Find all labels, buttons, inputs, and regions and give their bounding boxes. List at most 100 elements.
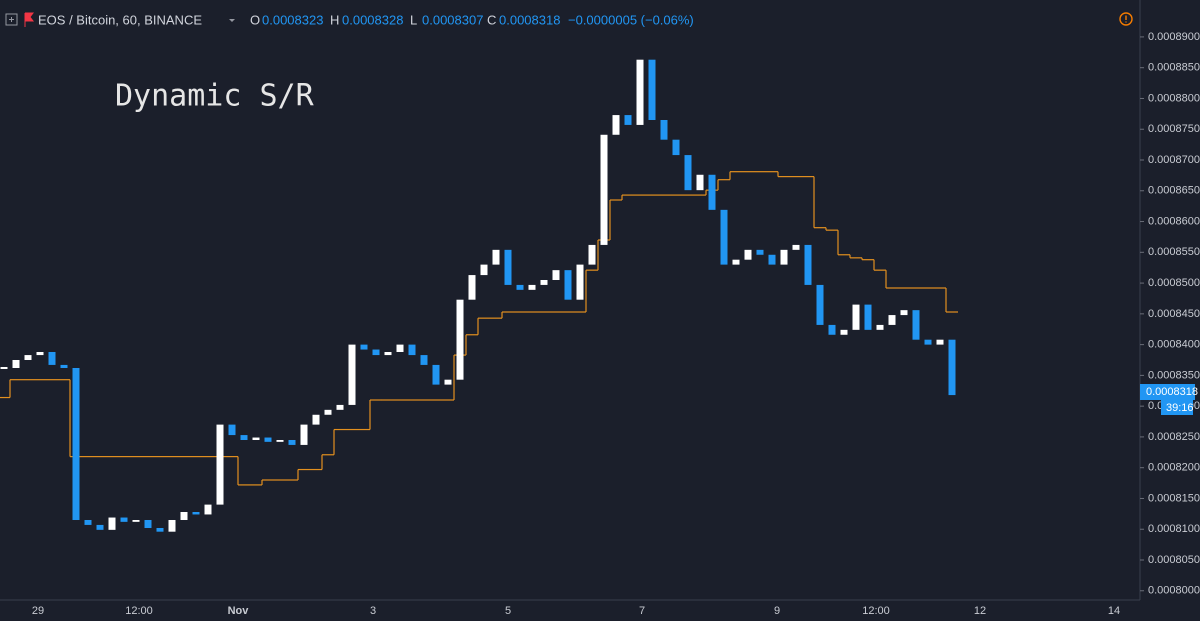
candle	[300, 424, 308, 445]
candle	[912, 310, 920, 340]
ohlc-key: L	[410, 12, 417, 27]
last-price: 0.0008318	[1146, 386, 1198, 398]
candle	[180, 512, 188, 520]
candle	[396, 344, 404, 352]
candle	[756, 249, 764, 255]
candle	[780, 249, 788, 265]
y-tick-label: 0.0008050	[1148, 554, 1200, 566]
candle	[612, 115, 620, 135]
candle	[564, 270, 572, 300]
candle	[636, 59, 644, 125]
last-price-tag	[1140, 384, 1195, 400]
x-tick-label: 14	[1108, 605, 1120, 617]
candle	[384, 352, 392, 356]
x-tick-label: 5	[505, 605, 511, 617]
candle	[744, 249, 752, 260]
y-tick-label: 0.0008400	[1148, 339, 1200, 351]
candle	[720, 209, 728, 265]
y-tick-label: 0.0008650	[1148, 185, 1200, 197]
collapse-icon[interactable]	[5, 13, 18, 26]
candle	[264, 437, 272, 442]
ohlc-value: 0.0008318	[499, 12, 560, 27]
candle	[360, 344, 368, 350]
candle	[156, 528, 164, 532]
ohlc-key: O	[250, 12, 260, 27]
candle	[828, 324, 836, 335]
candle	[816, 284, 824, 325]
candle	[804, 244, 812, 285]
candle	[216, 424, 224, 505]
candle	[792, 244, 800, 250]
candle	[684, 155, 692, 191]
candle	[600, 134, 608, 245]
y-tick-label: 0.0008550	[1148, 246, 1200, 258]
collapse-icon-plus	[9, 17, 14, 22]
candle	[36, 352, 44, 356]
ohlc-value: 0.0008307	[422, 12, 483, 27]
y-tick-label: 0.0008750	[1148, 123, 1200, 135]
candle	[324, 409, 332, 415]
candle	[312, 414, 320, 425]
candle	[528, 284, 536, 290]
symbol[interactable]: EOS / Bitcoin, 60, BINANCE	[38, 12, 202, 27]
y-tick-label: 0.0008450	[1148, 308, 1200, 320]
candle	[60, 364, 68, 368]
candle	[192, 512, 200, 515]
annotation: Dynamic S/R	[115, 79, 315, 114]
candle	[336, 404, 344, 410]
x-tick-label: 29	[32, 605, 44, 617]
x-tick-label: 9	[774, 605, 780, 617]
candle	[144, 520, 152, 528]
x-tick-label: 12:00	[125, 605, 153, 617]
ohlc-value: 0.0008323	[262, 12, 323, 27]
candle	[348, 344, 356, 405]
symbol-dropdown[interactable]	[229, 19, 235, 22]
candle	[516, 284, 524, 290]
candle	[204, 504, 212, 515]
candle	[84, 520, 92, 525]
candle	[108, 517, 116, 530]
y-tick-label: 0.0008250	[1148, 431, 1200, 443]
countdown-tag	[1161, 400, 1193, 415]
y-tick-label: 0.0008600	[1148, 215, 1200, 227]
y-tick-label: 0.0008100	[1148, 523, 1200, 535]
candle	[12, 360, 20, 368]
y-tick-label: 0.0008850	[1148, 62, 1200, 74]
candle	[288, 440, 296, 445]
x-tick-label: Nov	[228, 605, 250, 617]
y-tick-label: 0.0008350	[1148, 369, 1200, 381]
candle	[372, 349, 380, 356]
candle	[456, 299, 464, 380]
candle	[432, 364, 440, 385]
candle	[948, 339, 956, 396]
candle	[132, 520, 140, 522]
y-tick-label: 0.0008150	[1148, 492, 1200, 504]
candle	[696, 174, 704, 191]
candle	[624, 115, 632, 125]
candle	[540, 280, 548, 285]
candle	[468, 275, 476, 300]
y-tick-label: 0.0008500	[1148, 277, 1200, 289]
candle	[732, 259, 740, 265]
candle	[888, 315, 896, 325]
y-tick-label: 0.0008900	[1148, 31, 1200, 43]
y-tick-label: 0.0008700	[1148, 154, 1200, 166]
candle	[864, 304, 872, 330]
candle	[588, 244, 596, 265]
ohlc-key: H	[330, 12, 339, 27]
candle	[840, 329, 848, 335]
y-tick-label: 0.0008800	[1148, 92, 1200, 104]
candle	[708, 174, 716, 210]
x-tick-label: 7	[639, 605, 645, 617]
candle	[504, 249, 512, 285]
warning-icon[interactable]	[1119, 12, 1133, 26]
candle	[660, 120, 668, 140]
candle	[936, 339, 944, 345]
candle	[240, 435, 248, 440]
flag-icon[interactable]	[24, 12, 34, 27]
candle	[768, 254, 776, 265]
candle	[168, 520, 176, 532]
ohlc-value: 0.0008328	[342, 12, 403, 27]
candle	[648, 59, 656, 120]
